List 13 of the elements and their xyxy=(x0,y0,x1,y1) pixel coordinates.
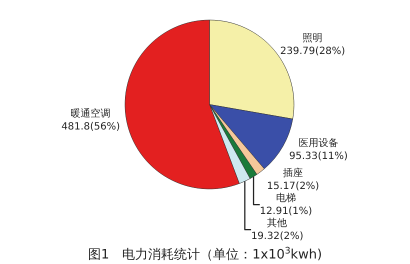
data-label: 239.79(28%) xyxy=(280,46,346,58)
slice-label: 医用设备 xyxy=(298,136,338,149)
slice-label: 插座 xyxy=(283,167,304,180)
data-label: 19.32(2%) xyxy=(251,231,304,242)
data-label: 12.91(1%) xyxy=(260,206,312,218)
data-label: 481.8(56%) xyxy=(61,122,120,133)
slice-label: 暖通空调 xyxy=(70,108,111,120)
slice-label: 电梯 xyxy=(276,192,296,204)
slice-label: 照明 xyxy=(302,33,323,44)
data-label: 95.33(11%) xyxy=(289,150,348,162)
data-label: 15.17(2%) xyxy=(266,181,320,192)
text: 图1 电力消耗统计（单位：1x10$^{3}$kwh) xyxy=(88,246,322,263)
slice-label: 其他 xyxy=(267,217,288,230)
